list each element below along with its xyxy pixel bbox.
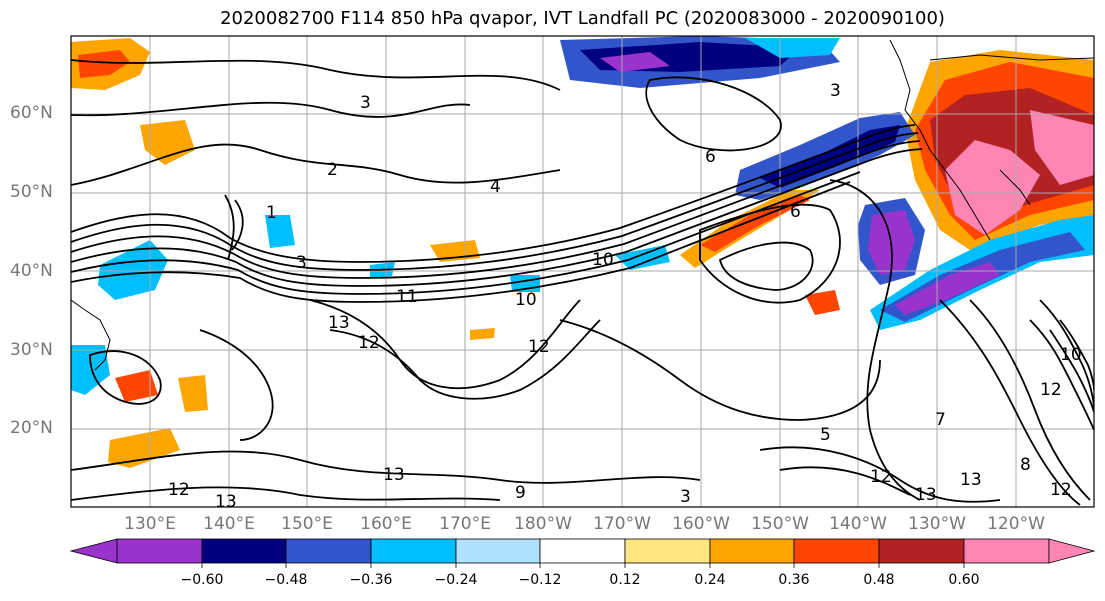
contour-label: 10 <box>515 290 537 310</box>
colorbar-extend-high <box>1048 538 1096 564</box>
ivt-contours <box>71 59 1094 506</box>
contour-label: 9 <box>515 483 526 503</box>
contour-label: 11 <box>396 287 418 307</box>
lon-label: 130°W <box>908 514 966 534</box>
lon-label: 160°W <box>672 514 730 534</box>
contour-label: 7 <box>935 410 946 430</box>
lon-label: 140°W <box>829 514 887 534</box>
lon-label: 120°W <box>987 514 1045 534</box>
contour-label: 3 <box>296 253 307 273</box>
colorbar-tick-label: −0.36 <box>349 572 393 588</box>
contour-label: 13 <box>915 485 937 505</box>
contour-label: 12 <box>358 333 380 353</box>
lon-label: 130°E <box>124 514 176 534</box>
contour-label: 3 <box>830 81 841 101</box>
lon-label: 170°W <box>593 514 651 534</box>
contour-label: 13 <box>960 470 982 490</box>
contour-label: 12 <box>870 467 892 487</box>
contour-label: 3 <box>360 93 371 113</box>
lon-label: 150°W <box>751 514 809 534</box>
contour-label: 10 <box>1060 345 1082 365</box>
colorbar-tick-label: −0.24 <box>434 572 478 588</box>
colorbar-tick-label: 0.12 <box>609 572 641 588</box>
lon-label: 180°W <box>514 514 572 534</box>
contour-label: 13 <box>383 465 405 485</box>
contour-label: 2 <box>327 160 338 180</box>
contour-label: 5 <box>820 425 831 445</box>
coastlines <box>71 39 1094 371</box>
colorbar-tick-label: −0.48 <box>264 572 308 588</box>
lat-label: 60°N <box>10 103 53 123</box>
colorbar-tick-label: 0.36 <box>778 572 810 588</box>
lon-label: 150°E <box>281 514 333 534</box>
lon-label: 140°E <box>203 514 255 534</box>
contour-label: 12 <box>1040 380 1062 400</box>
colorbar-tick-label: 0.48 <box>863 572 895 588</box>
map-frame <box>70 35 1095 508</box>
colorbar-tick-label: −0.12 <box>518 572 562 588</box>
colorbar <box>69 538 1096 568</box>
lon-label: 170°E <box>439 514 491 534</box>
contour-label: 3 <box>680 487 691 507</box>
lat-label: 20°N <box>10 418 53 438</box>
contour-label: 12 <box>168 480 190 500</box>
contour-label: 13 <box>328 313 350 333</box>
colorbar-tick-label: 0.24 <box>694 572 726 588</box>
contour-label: 6 <box>790 202 801 222</box>
contour-label: 6 <box>705 147 716 167</box>
lon-label: 160°E <box>360 514 412 534</box>
contour-label: 13 <box>215 492 237 512</box>
colorbar-extend-low <box>69 538 118 564</box>
colorbar-tick-label: 0.60 <box>948 572 980 588</box>
contour-label: 8 <box>1020 455 1031 475</box>
contour-label: 12 <box>1050 480 1072 500</box>
lat-label: 50°N <box>10 182 53 202</box>
contour-label: 1 <box>266 203 277 223</box>
contour-label: 4 <box>490 177 501 197</box>
colorbar-tick-label: −0.60 <box>180 572 224 588</box>
contour-label: 10 <box>592 250 614 270</box>
lat-label: 40°N <box>10 261 53 281</box>
contour-label: 12 <box>528 337 550 357</box>
lat-label: 30°N <box>10 340 53 360</box>
chart-title: 2020082700 F114 850 hPa qvapor, IVT Land… <box>220 8 945 29</box>
